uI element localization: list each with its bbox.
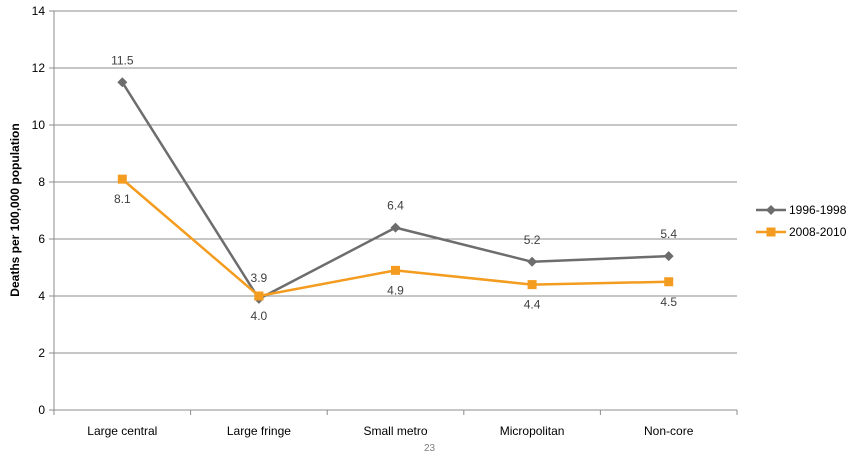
line-chart: 0 2 4 6 8 10 12 14 Large central Large fringe Sma… <box>8 4 847 438</box>
data-label: 6.4 <box>387 199 404 213</box>
data-label: 4.9 <box>387 283 404 297</box>
x-axis-ticks: Large central Large fringe Small metro Micr… <box>53 410 738 438</box>
data-label: 5.2 <box>524 233 541 247</box>
x-tick-label: Large central <box>87 424 157 438</box>
data-label: 3.9 <box>251 271 268 285</box>
legend-item: 1996-1998 <box>756 203 847 217</box>
y-tick-label: 0 <box>38 403 45 417</box>
series-2008-2010 <box>117 174 674 301</box>
legend-marker-square <box>766 227 776 237</box>
data-point-diamond <box>527 256 538 267</box>
data-point-diamond <box>663 251 674 262</box>
legend-marker-diamond <box>766 205 776 215</box>
y-tick-label: 4 <box>38 289 45 303</box>
data-point-square <box>117 174 127 184</box>
gridlines <box>54 10 737 354</box>
data-point-diamond <box>117 77 128 88</box>
data-label: 4.4 <box>524 298 541 312</box>
page-number: 23 <box>423 443 436 454</box>
legend-label: 2008-2010 <box>789 225 847 239</box>
y-axis-ticks: 0 2 4 6 8 10 12 14 <box>32 4 54 417</box>
data-label: 4.0 <box>251 309 268 323</box>
x-tick-label: Non-core <box>644 424 694 438</box>
data-point-square <box>664 277 674 287</box>
series-layer <box>117 77 674 304</box>
data-label: 11.5 <box>111 53 134 67</box>
legend-label: 1996-1998 <box>789 203 847 217</box>
y-tick-label: 8 <box>38 175 45 189</box>
y-tick-label: 10 <box>32 118 46 132</box>
data-label: 5.4 <box>660 227 677 241</box>
x-tick-label: Large fringe <box>227 424 291 438</box>
data-label: 4.5 <box>660 295 677 309</box>
y-tick-label: 12 <box>32 61 46 75</box>
y-tick-label: 14 <box>32 4 46 18</box>
data-point-diamond <box>390 222 401 233</box>
data-point-square <box>391 265 400 275</box>
series-line <box>121 178 669 298</box>
x-tick-label: Small metro <box>363 424 427 438</box>
y-axis-label: Deaths per 100,000 population <box>8 123 22 296</box>
y-tick-label: 2 <box>38 346 45 360</box>
data-labels: 11.5 3.9 6.4 5.2 5.4 8.1 4.0 4.9 4.4 4.5 <box>111 53 677 323</box>
data-label: 8.1 <box>114 192 131 206</box>
legend: 1996-1998 2008-2010 <box>756 203 847 239</box>
data-point-square <box>254 291 264 301</box>
data-point-square <box>527 280 537 290</box>
x-tick-label: Micropolitan <box>500 424 565 438</box>
legend-item: 2008-2010 <box>756 225 847 239</box>
y-tick-label: 6 <box>38 232 45 246</box>
